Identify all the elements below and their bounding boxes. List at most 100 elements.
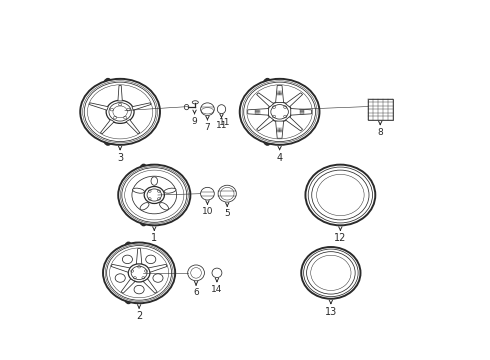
Text: 9: 9 bbox=[192, 117, 197, 126]
Bar bbox=[280, 91, 282, 93]
Polygon shape bbox=[275, 121, 284, 138]
Bar bbox=[280, 93, 282, 94]
Bar bbox=[279, 128, 280, 130]
Bar bbox=[368, 99, 392, 120]
Ellipse shape bbox=[115, 274, 125, 282]
Bar bbox=[303, 110, 304, 111]
Ellipse shape bbox=[140, 203, 149, 210]
Bar bbox=[279, 94, 280, 95]
Polygon shape bbox=[136, 249, 142, 264]
Text: 7: 7 bbox=[205, 123, 210, 132]
Bar bbox=[280, 130, 282, 131]
Text: 2: 2 bbox=[136, 311, 142, 321]
Text: 1: 1 bbox=[151, 233, 157, 243]
Ellipse shape bbox=[110, 248, 169, 298]
Ellipse shape bbox=[153, 274, 163, 282]
Ellipse shape bbox=[240, 79, 319, 145]
Polygon shape bbox=[291, 108, 312, 115]
Bar bbox=[280, 128, 282, 130]
Polygon shape bbox=[248, 108, 269, 115]
Ellipse shape bbox=[144, 186, 164, 203]
Bar bbox=[279, 130, 280, 131]
Ellipse shape bbox=[200, 187, 214, 200]
Polygon shape bbox=[148, 264, 167, 272]
Text: 4: 4 bbox=[276, 153, 283, 163]
Ellipse shape bbox=[87, 85, 153, 139]
Bar bbox=[277, 94, 279, 95]
Bar bbox=[279, 131, 280, 132]
Ellipse shape bbox=[133, 188, 145, 193]
Bar bbox=[280, 94, 282, 95]
Ellipse shape bbox=[132, 176, 177, 214]
Polygon shape bbox=[126, 120, 140, 134]
Ellipse shape bbox=[151, 177, 158, 185]
Ellipse shape bbox=[134, 285, 144, 294]
Bar bbox=[258, 112, 260, 114]
Ellipse shape bbox=[125, 170, 184, 220]
Text: 11: 11 bbox=[219, 118, 230, 127]
Ellipse shape bbox=[118, 165, 190, 225]
Ellipse shape bbox=[164, 188, 176, 193]
Text: 5: 5 bbox=[224, 209, 230, 218]
Polygon shape bbox=[143, 279, 157, 293]
Bar bbox=[299, 112, 301, 114]
Ellipse shape bbox=[160, 203, 169, 210]
Ellipse shape bbox=[103, 243, 175, 303]
Ellipse shape bbox=[146, 255, 156, 264]
Ellipse shape bbox=[188, 265, 204, 281]
Text: 10: 10 bbox=[202, 207, 213, 216]
Bar bbox=[277, 130, 279, 131]
Text: 13: 13 bbox=[325, 307, 337, 317]
Bar bbox=[279, 91, 280, 93]
Bar bbox=[299, 111, 301, 112]
Bar bbox=[258, 111, 260, 112]
Bar bbox=[256, 110, 258, 111]
Polygon shape bbox=[257, 93, 274, 107]
Bar bbox=[299, 110, 301, 111]
Polygon shape bbox=[275, 85, 284, 103]
Polygon shape bbox=[100, 120, 114, 134]
Ellipse shape bbox=[212, 268, 222, 278]
Ellipse shape bbox=[200, 103, 214, 116]
Bar bbox=[279, 93, 280, 94]
Bar bbox=[256, 111, 258, 112]
Bar bbox=[301, 110, 303, 111]
Bar bbox=[303, 111, 304, 112]
Ellipse shape bbox=[122, 255, 132, 264]
Bar bbox=[255, 110, 256, 111]
Bar bbox=[277, 128, 279, 130]
Text: 8: 8 bbox=[377, 128, 383, 137]
Ellipse shape bbox=[128, 264, 150, 282]
Polygon shape bbox=[286, 93, 303, 107]
Ellipse shape bbox=[80, 79, 160, 145]
Ellipse shape bbox=[218, 185, 236, 202]
Bar bbox=[255, 111, 256, 112]
Ellipse shape bbox=[305, 165, 375, 225]
Ellipse shape bbox=[106, 100, 134, 123]
Text: 12: 12 bbox=[334, 233, 346, 243]
Bar bbox=[301, 112, 303, 114]
Bar bbox=[277, 93, 279, 94]
Polygon shape bbox=[90, 103, 108, 110]
Bar bbox=[255, 112, 256, 114]
Text: 6: 6 bbox=[193, 288, 199, 297]
Bar bbox=[277, 131, 279, 132]
Ellipse shape bbox=[247, 85, 312, 139]
Bar bbox=[301, 111, 303, 112]
Polygon shape bbox=[118, 85, 122, 101]
Ellipse shape bbox=[301, 247, 361, 299]
Polygon shape bbox=[257, 117, 274, 131]
Text: 11: 11 bbox=[216, 121, 227, 130]
Bar bbox=[258, 110, 260, 111]
Bar bbox=[303, 112, 304, 114]
Bar bbox=[277, 91, 279, 93]
Text: 3: 3 bbox=[117, 153, 123, 163]
Ellipse shape bbox=[218, 105, 226, 114]
Polygon shape bbox=[132, 103, 151, 110]
Ellipse shape bbox=[268, 102, 292, 122]
Bar bbox=[280, 131, 282, 132]
Bar bbox=[256, 112, 258, 114]
Text: 14: 14 bbox=[211, 285, 222, 294]
Polygon shape bbox=[111, 264, 130, 272]
Polygon shape bbox=[121, 279, 135, 293]
